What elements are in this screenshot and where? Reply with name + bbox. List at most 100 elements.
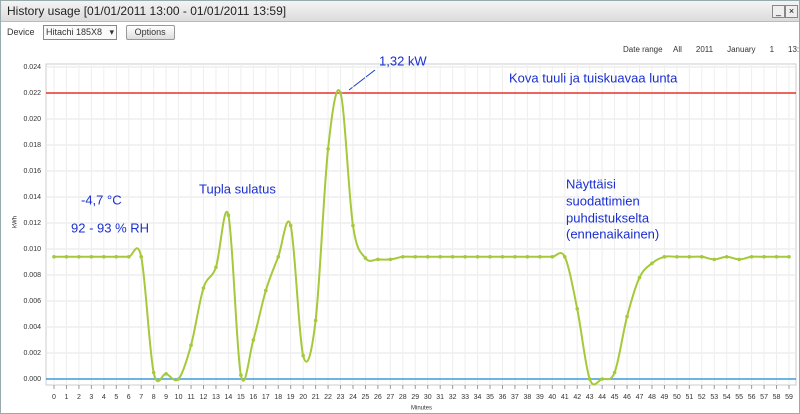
data-point: [151, 370, 156, 375]
data-point: [562, 255, 567, 259]
y-tick-label: 0.016: [23, 168, 41, 175]
x-tick-label: 45: [611, 394, 619, 401]
data-point: [500, 255, 505, 259]
data-point: [351, 223, 355, 228]
date-range-option[interactable]: All: [673, 45, 682, 54]
x-tick-label: 16: [249, 394, 257, 401]
date-range-option[interactable]: 13:00: [788, 45, 799, 54]
date-range-option[interactable]: January: [727, 45, 755, 54]
x-tick-label: 6: [127, 394, 131, 401]
x-tick-label: 2: [77, 394, 81, 401]
x-tick-label: 23: [337, 394, 345, 401]
x-tick-label: 58: [773, 394, 781, 401]
x-tick-label: 21: [312, 394, 320, 401]
data-point: [239, 373, 243, 377]
y-tick-label: 0.008: [23, 272, 41, 279]
data-point: [450, 255, 455, 259]
x-tick-label: 46: [623, 394, 631, 401]
date-range-option[interactable]: 2011: [696, 45, 714, 54]
device-label: Device: [7, 27, 35, 37]
data-point: [712, 257, 717, 262]
y-tick-label: 0.002: [23, 350, 41, 357]
date-range-label: Date range: [623, 45, 663, 54]
data-point: [600, 377, 604, 381]
toolbar: Device Hitachi 185X8 ▾ Options: [1, 22, 799, 42]
y-tick-label: 0.020: [23, 116, 41, 123]
data-point: [425, 255, 430, 259]
annotation: Tupla sulatus: [199, 181, 276, 196]
date-range-option[interactable]: 1: [770, 45, 775, 54]
x-tick-label: 32: [449, 394, 457, 401]
options-button[interactable]: Options: [125, 25, 175, 40]
data-point: [550, 255, 555, 259]
x-tick-label: 22: [324, 394, 332, 401]
y-tick-label: 0.010: [23, 246, 41, 253]
x-tick-label: 12: [200, 394, 208, 401]
data-point: [538, 255, 542, 259]
device-select[interactable]: Hitachi 185X8 ▾: [43, 25, 118, 40]
x-tick-label: 47: [636, 394, 644, 401]
x-tick-label: 42: [573, 394, 581, 401]
plot-frame: [45, 63, 797, 386]
data-point: [587, 377, 592, 381]
x-tick-label: 30: [424, 394, 432, 401]
data-point: [488, 255, 492, 259]
y-tick-label: 0.018: [23, 142, 41, 149]
data-point: [525, 255, 530, 259]
data-point: [214, 265, 218, 269]
x-tick-label: 35: [486, 394, 494, 401]
x-tick-label: 19: [287, 394, 295, 401]
data-point: [77, 255, 81, 259]
x-tick-label: 51: [685, 394, 693, 401]
data-point: [201, 286, 206, 290]
minimize-button[interactable]: _: [772, 5, 785, 18]
device-value: Hitachi 185X8: [46, 27, 103, 37]
x-tick-label: 13: [212, 394, 220, 401]
data-point: [376, 257, 380, 262]
data-point: [276, 255, 281, 259]
y-tick-label: 0.024: [23, 64, 41, 71]
x-tick-label: 15: [237, 394, 245, 401]
x-tick-label: 0: [52, 394, 56, 401]
data-point: [251, 338, 256, 342]
data-point: [787, 255, 791, 259]
data-point: [762, 255, 766, 259]
data-line: [53, 89, 789, 386]
window-title: History usage [01/01/2011 13:00 - 01/01/…: [7, 4, 287, 18]
x-tick-label: 56: [748, 394, 756, 401]
x-tick-label: 4: [102, 394, 106, 401]
x-tick-label: 14: [225, 394, 233, 401]
y-tick-label: 0.012: [23, 220, 41, 227]
data-point: [102, 255, 106, 259]
close-button[interactable]: ×: [785, 5, 798, 18]
x-tick-label: 52: [698, 394, 706, 401]
x-tick-label: 10: [175, 394, 183, 401]
data-point: [164, 372, 168, 376]
data-point: [463, 255, 467, 259]
x-tick-label: 37: [511, 394, 519, 401]
x-tick-label: 29: [411, 394, 419, 401]
data-point: [263, 288, 268, 293]
annotation: 92 - 93 % RH: [71, 220, 149, 235]
x-tick-label: 5: [114, 394, 118, 401]
x-tick-label: 24: [349, 394, 357, 401]
data-point: [650, 261, 654, 266]
chart: Date rangeAll2011January113:000.0000.002…: [13, 45, 799, 412]
data-point: [89, 255, 94, 259]
annotation: Kova tuuli ja tuiskuavaa lunta: [509, 70, 678, 85]
data-point: [401, 255, 405, 259]
data-point: [687, 255, 692, 259]
x-tick-label: 36: [499, 394, 507, 401]
data-point: [749, 255, 754, 259]
y-axis-label: kWh: [13, 216, 19, 228]
data-point: [699, 255, 704, 259]
x-tick-label: 20: [299, 394, 307, 401]
data-point: [64, 255, 69, 259]
x-tick-label: 38: [523, 394, 531, 401]
x-tick-label: 41: [561, 394, 569, 401]
annotation: 1,32 kW: [379, 53, 427, 68]
data-point: [774, 255, 779, 259]
x-tick-label: 48: [648, 394, 656, 401]
x-axis-label: Minutes: [411, 406, 432, 412]
